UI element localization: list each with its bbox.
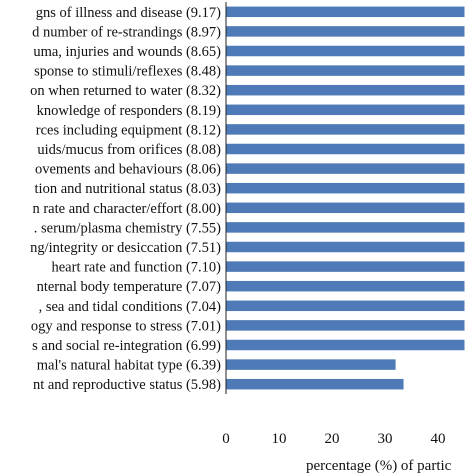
category-label: . serum/plasma chemistry (7.55): [34, 220, 221, 236]
bar: [226, 300, 465, 312]
category-label: gns of illness and disease (9.17): [36, 5, 221, 21]
bar: [226, 261, 465, 272]
category-label: mal's natural habitat type (6.39): [37, 358, 221, 374]
category-label: d number of re-strandings (8.97): [32, 24, 221, 40]
bar: [226, 359, 396, 370]
bar: [226, 182, 465, 194]
x-axis-title: percentage (%) of partic: [306, 458, 452, 474]
bar: [226, 26, 465, 37]
category-label: sponse to stimuli/reflexes (8.48): [34, 64, 221, 80]
category-label: ovements and behaviours (8.06): [35, 162, 221, 178]
x-tick-labels: 0 10 20 30 40: [222, 431, 445, 447]
category-label: ng/integrity or desiccation (7.51): [30, 240, 221, 256]
category-label: uma, injuries and wounds (8.65): [33, 44, 221, 60]
bar: [226, 378, 404, 390]
category-label: nt and reproductive status (5.98): [33, 377, 221, 393]
category-label: heart rate and function (7.10): [52, 260, 222, 276]
x-tick-label: 40: [431, 431, 446, 447]
bar: [226, 320, 465, 331]
bar: [226, 65, 465, 76]
bar: [226, 202, 465, 214]
x-tick-label: 0: [222, 431, 230, 447]
bar: [226, 124, 465, 135]
category-labels: gns of illness and disease (9.17) d numbe…: [30, 5, 221, 393]
category-label: uids/mucus from orifices (8.08): [37, 142, 221, 158]
category-label: rces including equipment (8.12): [36, 122, 221, 138]
category-label: s and social re-integration (6.99): [32, 338, 221, 354]
x-tick-label: 10: [272, 431, 287, 447]
category-label: n rate and character/effort (8.00): [32, 201, 221, 217]
bar: [226, 104, 465, 116]
bar: [226, 143, 465, 155]
category-label: on when returned to water (8.32): [30, 83, 221, 99]
category-label: ogy and response to stress (7.01): [31, 318, 221, 334]
bars: [226, 6, 465, 390]
category-label: knowledge of responders (8.19): [37, 103, 222, 119]
bar: [226, 280, 465, 292]
bar: [226, 6, 465, 18]
category-label: , sea and tidal conditions (7.04): [39, 299, 222, 315]
category-label: tion and nutritional status (8.03): [35, 181, 222, 197]
bar: [226, 241, 465, 253]
x-tick-label: 20: [325, 431, 340, 447]
bar: [226, 163, 465, 174]
bar: [226, 222, 465, 233]
bar: [226, 339, 465, 351]
bar: [226, 84, 465, 96]
bar: [226, 45, 465, 57]
category-label: nternal body temperature (7.07): [37, 279, 222, 295]
x-tick-label: 30: [378, 431, 393, 447]
